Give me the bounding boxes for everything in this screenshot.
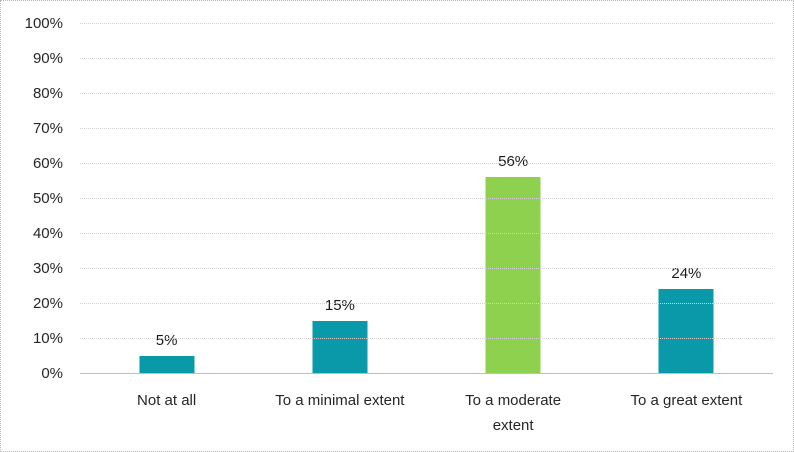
gridline	[80, 58, 773, 59]
x-axis-category-label: Not at all	[137, 392, 197, 409]
y-axis-tick-label: 20%	[32, 295, 63, 312]
gridline	[80, 93, 773, 94]
y-axis-tick-label: 90%	[32, 50, 63, 67]
gridline	[80, 233, 773, 234]
y-axis: 0% 10% 20% 30% 40% 50% 60% 70% 80% 90% 100%	[1, 1, 63, 451]
y-axis-tick-label: 50%	[32, 190, 63, 207]
gridline	[80, 268, 773, 269]
x-axis-category-label: To a minimal extent	[275, 392, 405, 409]
category-cell-not-at-all: 5%	[80, 24, 253, 373]
bar-value-label: 24%	[671, 265, 702, 282]
y-axis-tick-label: 10%	[32, 330, 63, 347]
y-axis-tick-label: 40%	[32, 225, 63, 242]
bar-moderate-extent	[485, 177, 541, 373]
gridline	[80, 338, 773, 339]
gridline	[80, 128, 773, 129]
x-axis: Not at all To a minimal extent To a mode…	[80, 388, 773, 438]
x-axis-category-label: To a moderate extent	[465, 392, 562, 434]
y-axis-tick-label: 30%	[32, 260, 63, 277]
gridline	[80, 198, 773, 199]
gridline	[80, 23, 773, 24]
y-axis-tick-label: 70%	[32, 120, 63, 137]
bar-value-label: 5%	[155, 331, 178, 349]
y-axis-tick-label: 100%	[24, 15, 63, 32]
bar-value-label: 56%	[498, 153, 529, 170]
bar-great-extent	[658, 289, 714, 373]
category-cell-moderate-extent: 56%	[427, 24, 600, 373]
category-cell-minimal-extent: 15%	[253, 24, 426, 373]
bar-not-at-all	[139, 355, 195, 373]
y-axis-tick-label: 60%	[32, 155, 63, 172]
gridline	[80, 303, 773, 304]
x-axis-category-label: To a great extent	[630, 392, 743, 409]
y-axis-tick-label: 0%	[41, 365, 63, 382]
y-axis-tick-label: 80%	[32, 85, 63, 102]
bar-value-label: 15%	[324, 296, 355, 314]
plot-area: 5% 15% 56% 24%	[80, 23, 773, 374]
gridline	[80, 163, 773, 164]
bar-minimal-extent	[312, 320, 368, 373]
